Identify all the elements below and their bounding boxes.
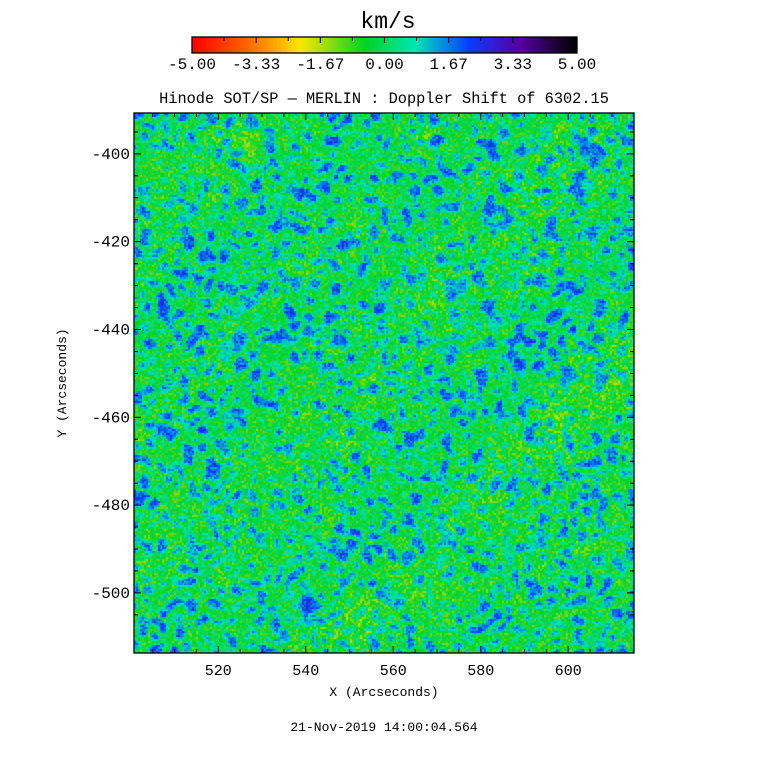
svg-text:-420: -420 [92,234,130,252]
svg-text:560: 560 [380,663,407,680]
svg-text:3.33: 3.33 [494,56,532,74]
svg-text:-1.67: -1.67 [296,56,344,74]
svg-text:-400: -400 [92,146,130,164]
svg-text:Hinode SOT/SP — MERLIN : Doppl: Hinode SOT/SP — MERLIN : Doppler Shift o… [159,90,609,108]
svg-text:520: 520 [205,663,232,680]
svg-text:-500: -500 [92,585,130,603]
svg-text:km/s: km/s [360,9,415,35]
svg-text:540: 540 [292,663,319,680]
svg-text:21-Nov-2019 14:00:04.564: 21-Nov-2019 14:00:04.564 [290,720,477,735]
svg-text:580: 580 [467,663,494,680]
svg-text:-5.00: -5.00 [168,56,216,74]
svg-text:0.00: 0.00 [365,56,403,74]
svg-text:X (Arcseconds): X (Arcseconds) [329,685,438,700]
svg-text:-3.33: -3.33 [232,56,280,74]
svg-text:1.67: 1.67 [429,56,467,74]
svg-text:-480: -480 [92,497,130,515]
svg-text:5.00: 5.00 [558,56,596,74]
svg-text:-440: -440 [92,322,130,340]
svg-text:-460: -460 [92,409,130,427]
svg-text:600: 600 [555,663,582,680]
svg-text:Y (Arcseconds): Y (Arcseconds) [55,328,70,437]
